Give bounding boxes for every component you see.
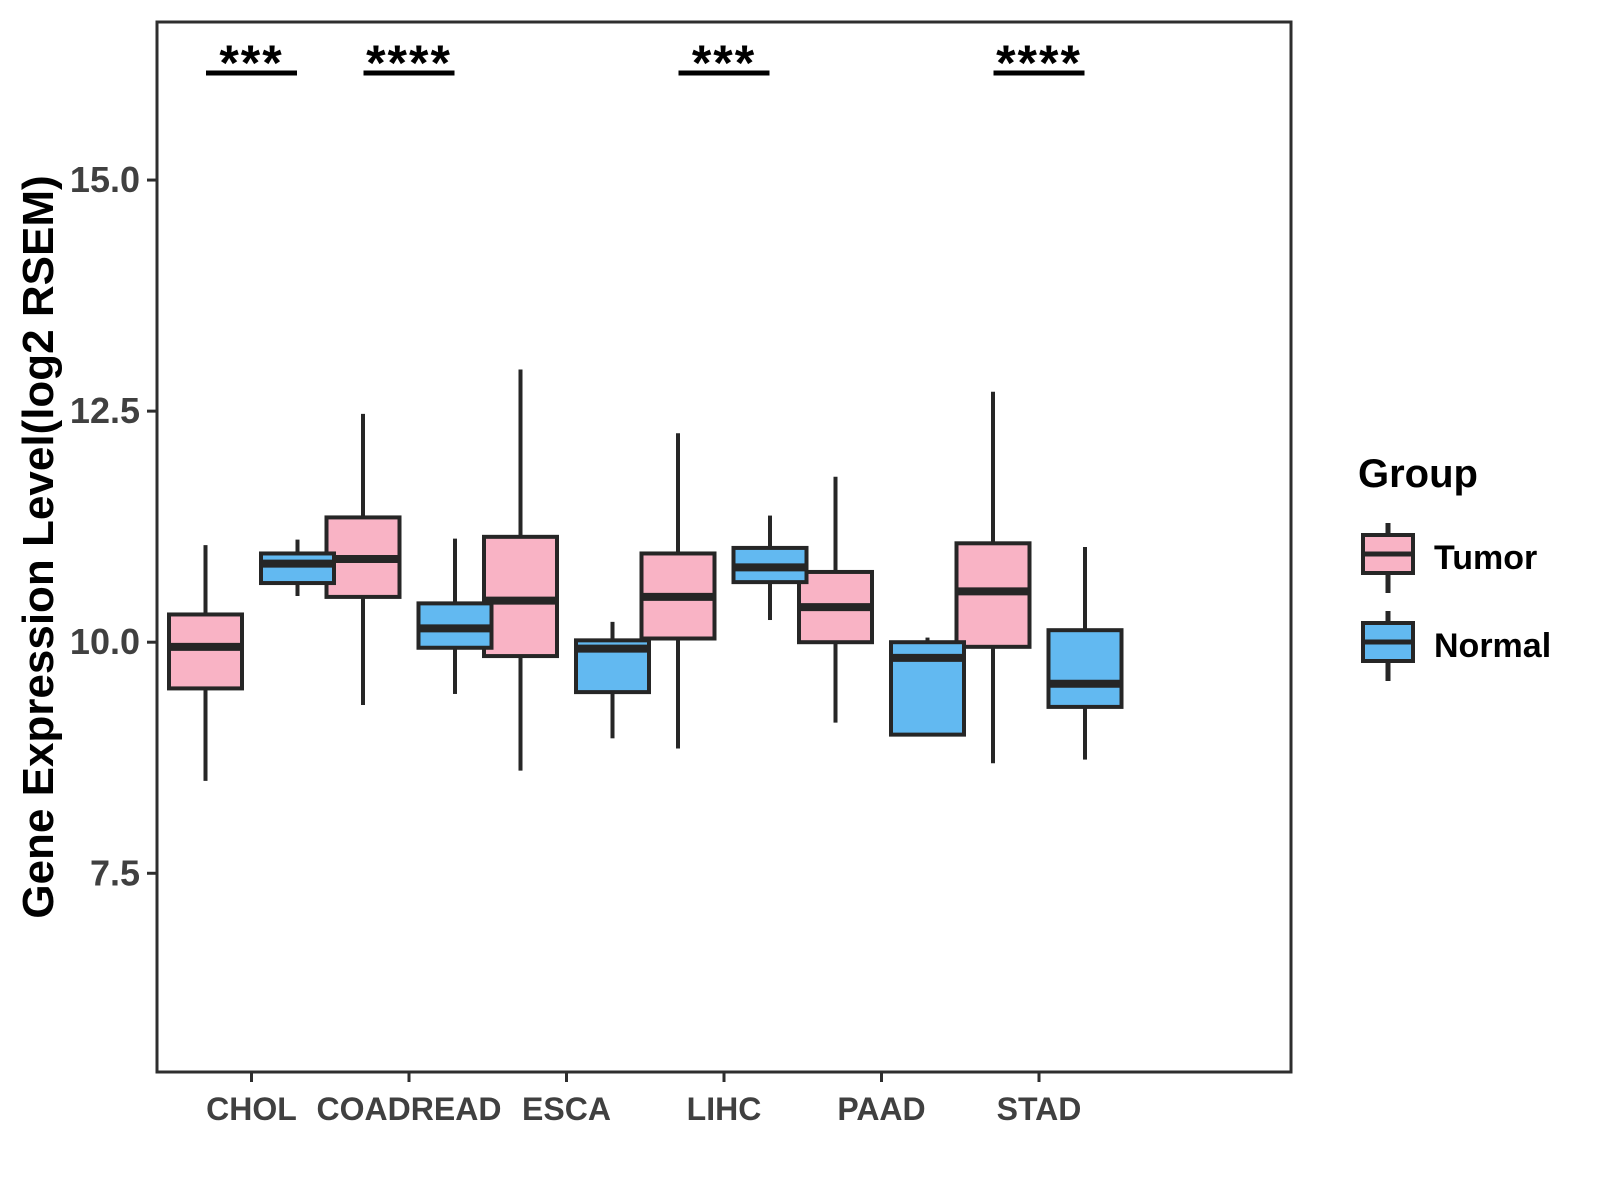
significance-stars-lihc: ***: [692, 35, 756, 91]
x-tick-label-paad: PAAD: [837, 1091, 925, 1127]
x-tick-label-coadread: COADREAD: [317, 1091, 502, 1127]
legend-label-normal: Normal: [1434, 626, 1552, 665]
tumor-boxplot-key-icon: [1361, 523, 1415, 593]
box-normal-stad: [1046, 628, 1124, 709]
legend-label-tumor: Tumor: [1434, 538, 1538, 577]
y-tick-label: 15.0: [70, 159, 140, 200]
x-tick-label-stad: STAD: [997, 1091, 1082, 1127]
legend-entry-normal: Normal: [1358, 609, 1588, 683]
y-tick-label: 12.5: [70, 390, 140, 431]
legend-entry-tumor: Tumor: [1358, 521, 1588, 595]
y-axis-title: Gene Expression Level(log2 RSEM): [14, 175, 63, 919]
x-tick-label-chol: CHOL: [206, 1091, 297, 1127]
x-tick-label-lihc: LIHC: [687, 1091, 762, 1127]
box-tumor-chol: [167, 612, 244, 691]
y-tick-label: 7.5: [90, 852, 140, 893]
normal-boxplot-key-icon: [1361, 611, 1415, 681]
y-tick-label: 10.0: [70, 621, 140, 662]
box-normal-chol: [259, 551, 336, 586]
significance-stars-stad: ****: [996, 35, 1082, 91]
significance-stars-chol: ***: [219, 35, 283, 91]
legend: Group Tumor Normal: [1358, 452, 1588, 697]
legend-title: Group: [1358, 452, 1478, 496]
box-tumor-esca: [482, 534, 559, 659]
significance-stars-coadread: ****: [366, 35, 452, 91]
x-tick-label-esca: ESCA: [522, 1091, 611, 1127]
